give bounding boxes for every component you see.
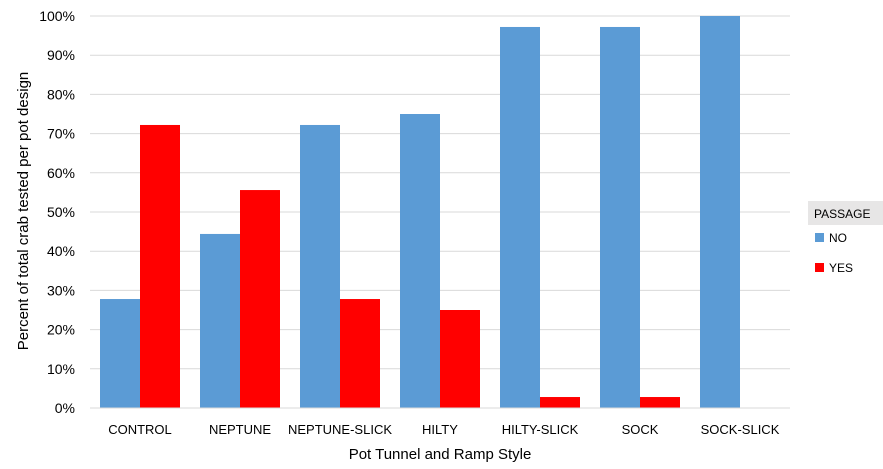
- y-tick-label: 50%: [47, 204, 75, 220]
- y-tick-label: 30%: [47, 282, 75, 298]
- y-tick-label: 100%: [39, 8, 75, 24]
- y-axis-title: Percent of total crab tested per pot des…: [15, 72, 32, 351]
- y-tick-label: 40%: [47, 243, 75, 259]
- x-tick-label: HILTY-SLICK: [502, 422, 579, 437]
- x-axis-title: Pot Tunnel and Ramp Style: [349, 446, 532, 463]
- x-tick-label: SOCK-SLICK: [701, 422, 780, 437]
- y-axis-ticks: 0% 10% 20% 30% 40% 50% 60% 70% 80% 90% 100%: [39, 8, 75, 416]
- y-tick-label: 60%: [47, 165, 75, 181]
- bar-no: [300, 124, 340, 408]
- legend-label-no: NO: [829, 231, 847, 245]
- x-axis-ticks: CONTROL NEPTUNE NEPTUNE-SLICK HILTY HILTY-SL…: [108, 422, 779, 437]
- bar-yes: [440, 310, 480, 408]
- bar-no: [600, 26, 640, 408]
- bar-no: [400, 114, 440, 408]
- x-tick-label: NEPTUNE: [209, 422, 271, 437]
- x-tick-label: HILTY: [422, 422, 458, 437]
- x-tick-label: CONTROL: [108, 422, 172, 437]
- y-tick-label: 90%: [47, 47, 75, 63]
- bar-yes: [240, 190, 280, 408]
- bar-yes: [140, 124, 180, 408]
- legend-title-box: [808, 201, 883, 225]
- bar-yes: [640, 397, 680, 408]
- y-tick-label: 80%: [47, 86, 75, 102]
- legend-title: PASSAGE: [814, 207, 870, 221]
- bar-no: [100, 299, 140, 408]
- x-tick-label: SOCK: [622, 422, 659, 437]
- legend-swatch-no: [815, 233, 824, 242]
- bar-no: [500, 26, 540, 408]
- y-tick-label: 0%: [55, 400, 75, 416]
- bar-yes: [340, 299, 380, 408]
- y-tick-label: 10%: [47, 361, 75, 377]
- bar-yes: [540, 397, 580, 408]
- legend: PASSAGE NO YES: [808, 201, 883, 275]
- legend-label-yes: YES: [829, 261, 853, 275]
- legend-swatch-yes: [815, 263, 824, 272]
- legend-items: NO YES: [815, 231, 853, 275]
- bar-no: [700, 16, 740, 408]
- x-tick-label: NEPTUNE-SLICK: [288, 422, 392, 437]
- y-tick-label: 20%: [47, 322, 75, 338]
- bars: [100, 16, 740, 408]
- bar-no: [200, 233, 240, 408]
- y-tick-label: 70%: [47, 126, 75, 142]
